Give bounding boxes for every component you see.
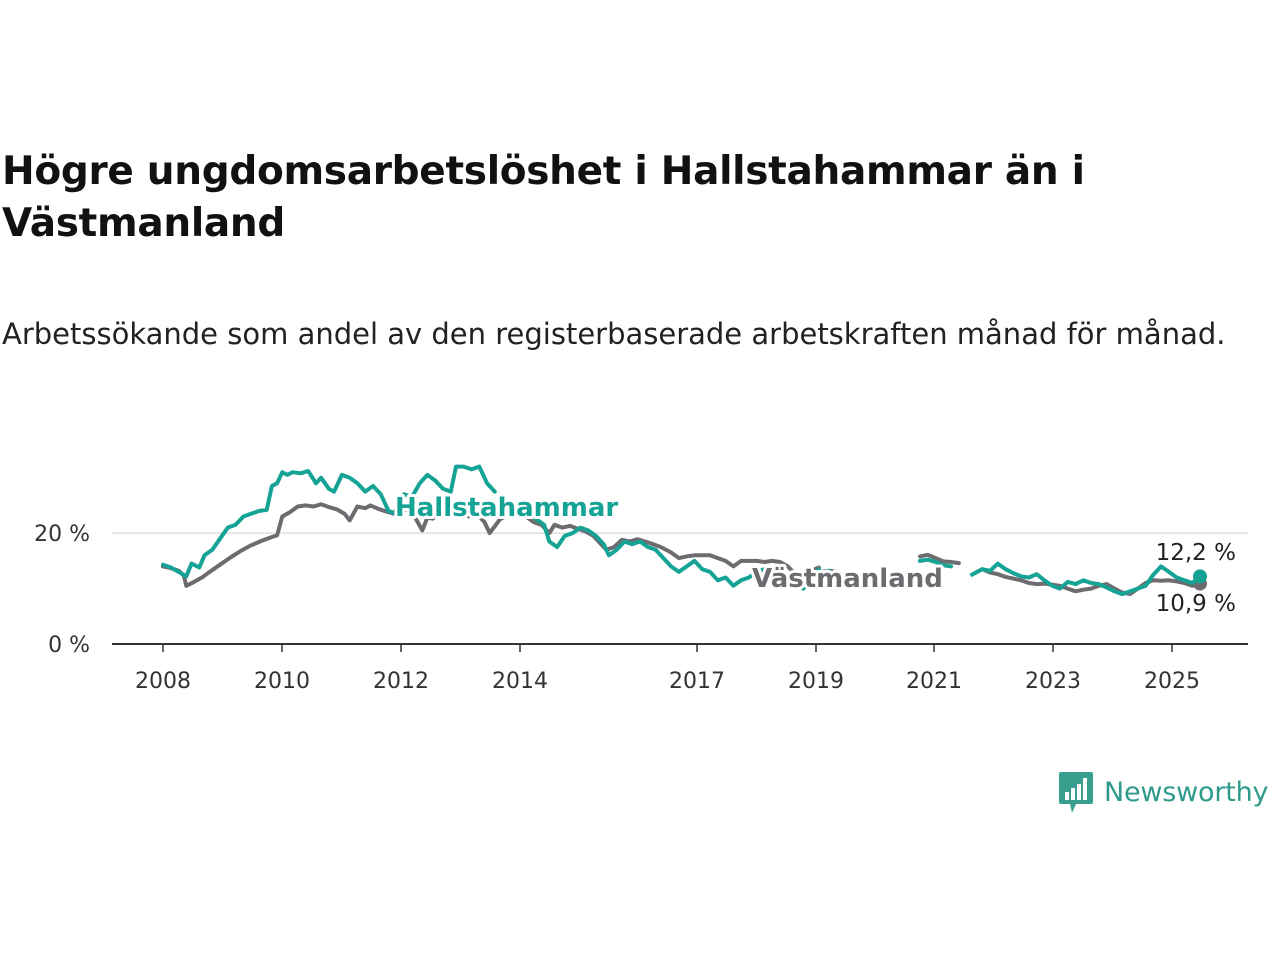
- newsworthy-logo-icon: [1059, 772, 1093, 813]
- series-label-vastmanland-halo: Västmanland: [752, 564, 943, 594]
- series-line-hallstahammar: [498, 495, 821, 591]
- series-label-hallstahammar: Hallstahammar: [395, 493, 618, 523]
- line-chart: 0 % 20 % 2008 2010 2012 2014 2017 2019 2021 2023 2…: [34, 464, 1248, 694]
- x-tick-label: 2023: [1025, 669, 1081, 694]
- series-line-västmanland: [918, 552, 961, 566]
- series-line-hallstahammar: [918, 557, 954, 569]
- series-label-vastmanland: Västmanland: [752, 564, 943, 594]
- chart-subtitle: Arbetssökande som andel av den registerb…: [2, 317, 1226, 351]
- x-tick-label: 2025: [1144, 669, 1200, 694]
- series-line-hallstahammar: [969, 561, 1202, 597]
- series-line-hallstahammar: [819, 568, 832, 576]
- x-tick-label: 2017: [669, 669, 725, 694]
- chart-title: Högre ungdomsarbetslöshet i Hallstahamma…: [2, 149, 1085, 246]
- x-tick-label: 2008: [135, 669, 191, 694]
- newsworthy-brand[interactable]: Newsworthy: [1058, 770, 1269, 814]
- x-tick-label: 2012: [373, 669, 429, 694]
- end-label-hallstahammar: 12,2 %: [1156, 540, 1236, 566]
- y-tick-label: 20 %: [34, 522, 90, 547]
- x-tick-label: 2014: [492, 669, 548, 694]
- x-tick-label: 2019: [788, 669, 844, 694]
- x-tick-label: 2010: [254, 669, 310, 694]
- series-line-västmanland: [980, 567, 1202, 597]
- end-point-hallstahammar: [1193, 569, 1207, 584]
- series-label-hallstahammar-halo: Hallstahammar: [395, 493, 618, 523]
- y-tick-label: 0 %: [48, 633, 90, 658]
- x-tick-label: 2021: [906, 669, 962, 694]
- brand-name: Newsworthy: [1104, 776, 1269, 808]
- series-line-hallstahammar: [161, 464, 497, 579]
- end-label-vastmanland: 10,9 %: [1156, 591, 1236, 617]
- series-line-västmanland: [161, 502, 821, 588]
